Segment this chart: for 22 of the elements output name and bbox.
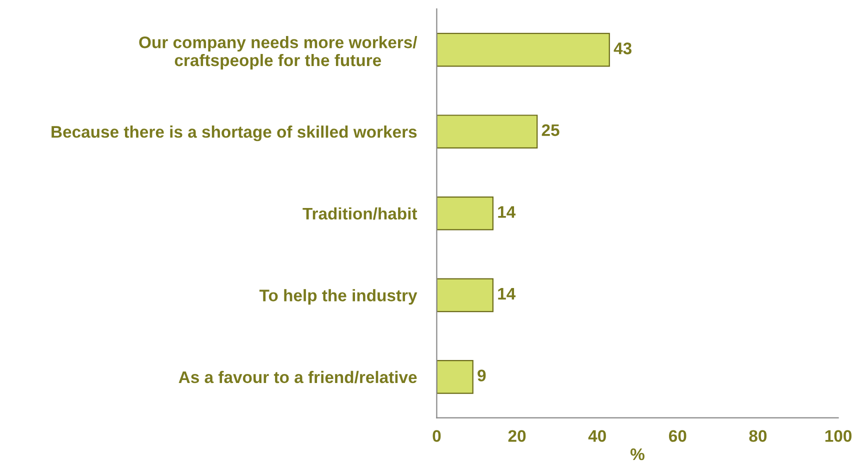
x-tick-label: 100	[825, 430, 852, 442]
data-label: 14	[498, 206, 516, 218]
y-tick-label: Our company needs more workers/ craftspeople for the future	[139, 36, 418, 70]
x-axis-title: %	[630, 448, 644, 460]
y-tick-label: To help the industry	[259, 289, 418, 305]
y-tick-label: Tradition/habit	[302, 207, 418, 220]
bar	[436, 114, 538, 149]
y-tick-label: As a favour to a friend/relative	[178, 370, 417, 384]
x-tick-label: 20	[508, 430, 526, 442]
x-tick-label: 40	[588, 430, 606, 442]
bar	[436, 360, 474, 394]
data-label: 14	[498, 288, 516, 300]
bar	[436, 32, 610, 67]
y-tick-label: Because there is a shortage of skilled workers	[52, 126, 417, 142]
bar	[436, 196, 494, 230]
data-label: 43	[614, 42, 632, 54]
data-label: 9	[478, 370, 486, 382]
x-tick-label: 80	[749, 430, 767, 442]
data-label: 25	[542, 124, 560, 136]
bar	[436, 278, 494, 312]
x-tick-label: 0	[432, 430, 441, 442]
x-tick-label: 60	[668, 430, 686, 442]
